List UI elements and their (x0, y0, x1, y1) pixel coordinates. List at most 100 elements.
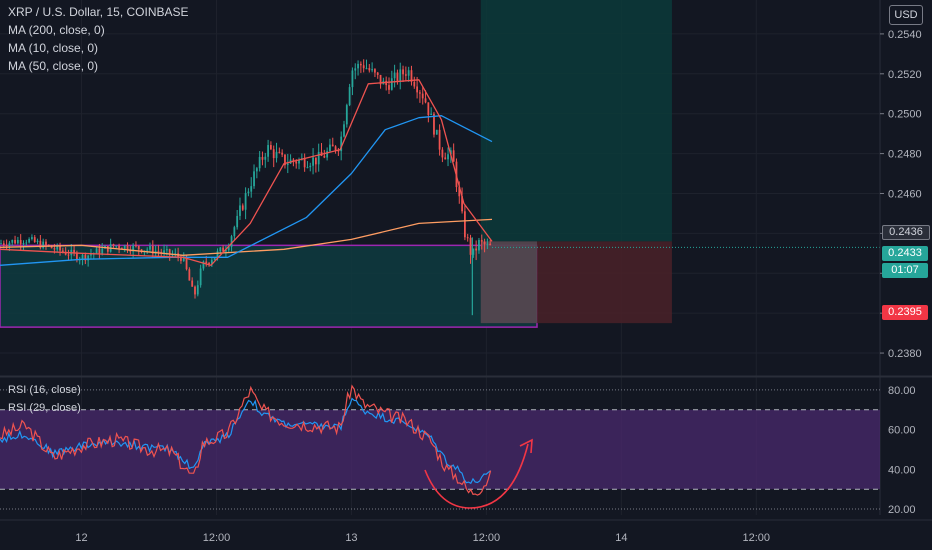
candle-body (359, 63, 362, 66)
candle-body (22, 243, 25, 245)
candle-body (362, 65, 365, 69)
candle-body (8, 242, 11, 247)
candle-body (205, 261, 208, 264)
candle-body (303, 158, 306, 168)
candle-body (2, 243, 5, 246)
price-tick-label: 0.2540 (888, 29, 922, 41)
candle-body (5, 245, 8, 247)
symbol-legend: XRP / U.S. Dollar, 15, COINBASE (8, 5, 189, 19)
candle-body (489, 243, 492, 246)
time-tick-label: 12 (75, 532, 87, 544)
rsi-band (0, 409, 880, 490)
rsi-tick-label: 60.00 (888, 425, 916, 437)
candle-body (416, 86, 419, 93)
range-box-zone (0, 244, 538, 328)
candle-body (87, 255, 90, 261)
candle-body (270, 145, 272, 150)
candle-body (374, 69, 376, 73)
candle-body (326, 151, 329, 158)
candle-body (53, 248, 56, 250)
candle-body (433, 113, 435, 135)
candle-body (334, 146, 337, 151)
candle-body (225, 250, 227, 252)
candle-body (64, 251, 67, 255)
candle-body (106, 246, 109, 252)
candle-body (475, 248, 478, 251)
candle-body (444, 157, 447, 160)
time-tick-label: 12:00 (203, 532, 231, 544)
candle-body (132, 245, 135, 252)
candle-body (149, 245, 151, 250)
candle-body (247, 191, 250, 194)
candle-body (438, 129, 441, 150)
candle-body (343, 124, 345, 137)
candle-body (390, 78, 393, 90)
candle-body (264, 156, 267, 160)
candle-body (199, 268, 202, 286)
candle-body (157, 250, 160, 252)
candle-body (112, 244, 115, 247)
candle-body (28, 239, 31, 243)
candles (0, 59, 492, 299)
countdown-tag: 01:07 (882, 263, 928, 278)
candle-body (213, 257, 216, 261)
candle-body (275, 151, 278, 159)
candle-body (345, 105, 348, 125)
candle-body (115, 245, 118, 247)
candle-body (129, 250, 132, 252)
candle-body (14, 240, 16, 244)
candle-body (348, 87, 351, 106)
candle-body (241, 205, 244, 210)
candle-body (210, 260, 213, 264)
candle-body (137, 245, 140, 250)
candle-body (478, 239, 480, 251)
ma50-legend: MA (50, close, 0) (8, 59, 99, 73)
candle-body (399, 69, 402, 81)
candle-body (281, 152, 284, 155)
currency-button[interactable]: USD (889, 5, 923, 25)
candle-body (421, 93, 424, 99)
candle-body (371, 69, 374, 71)
candle-body (292, 159, 295, 162)
candle-body (202, 261, 205, 269)
candle-body (402, 69, 404, 75)
candle-body (45, 241, 47, 246)
last-price-tag: 0.2433 (882, 246, 928, 261)
rsi29-legend: RSI (29, close) (8, 402, 81, 414)
candle-body (98, 248, 101, 255)
candle-body (185, 256, 188, 270)
time-tick-label: 12:00 (743, 532, 771, 544)
rsi-tick-label: 40.00 (888, 464, 916, 476)
candle-body (317, 151, 320, 165)
candle-body (222, 247, 225, 252)
candle-body (253, 171, 255, 187)
price-tick-label: 0.2520 (888, 69, 922, 81)
candle-body (76, 252, 78, 261)
candle-body (31, 237, 33, 240)
candle-body (480, 239, 483, 242)
candle-body (413, 81, 416, 87)
candle-body (393, 72, 396, 79)
rsi-tick-label: 20.00 (888, 504, 916, 516)
candle-body (407, 70, 410, 76)
candle-body (309, 165, 312, 168)
candle-body (42, 241, 45, 248)
candle-body (39, 240, 42, 248)
candle-body (123, 245, 126, 250)
candle-body (135, 245, 137, 247)
stop-price-tag: 0.2395 (882, 305, 928, 320)
candle-body (196, 285, 199, 295)
price-tick-label: 0.2380 (888, 348, 922, 360)
candle-body (295, 161, 298, 164)
candle-body (19, 239, 22, 245)
candle-body (447, 154, 449, 160)
candle-body (483, 241, 486, 245)
candle-body (174, 253, 177, 255)
candle-body (306, 167, 309, 169)
ma200-legend: MA (200, close, 0) (8, 23, 105, 37)
candle-body (396, 72, 399, 81)
candle-body (50, 245, 53, 249)
candle-body (216, 251, 219, 258)
candle-body (165, 249, 168, 251)
